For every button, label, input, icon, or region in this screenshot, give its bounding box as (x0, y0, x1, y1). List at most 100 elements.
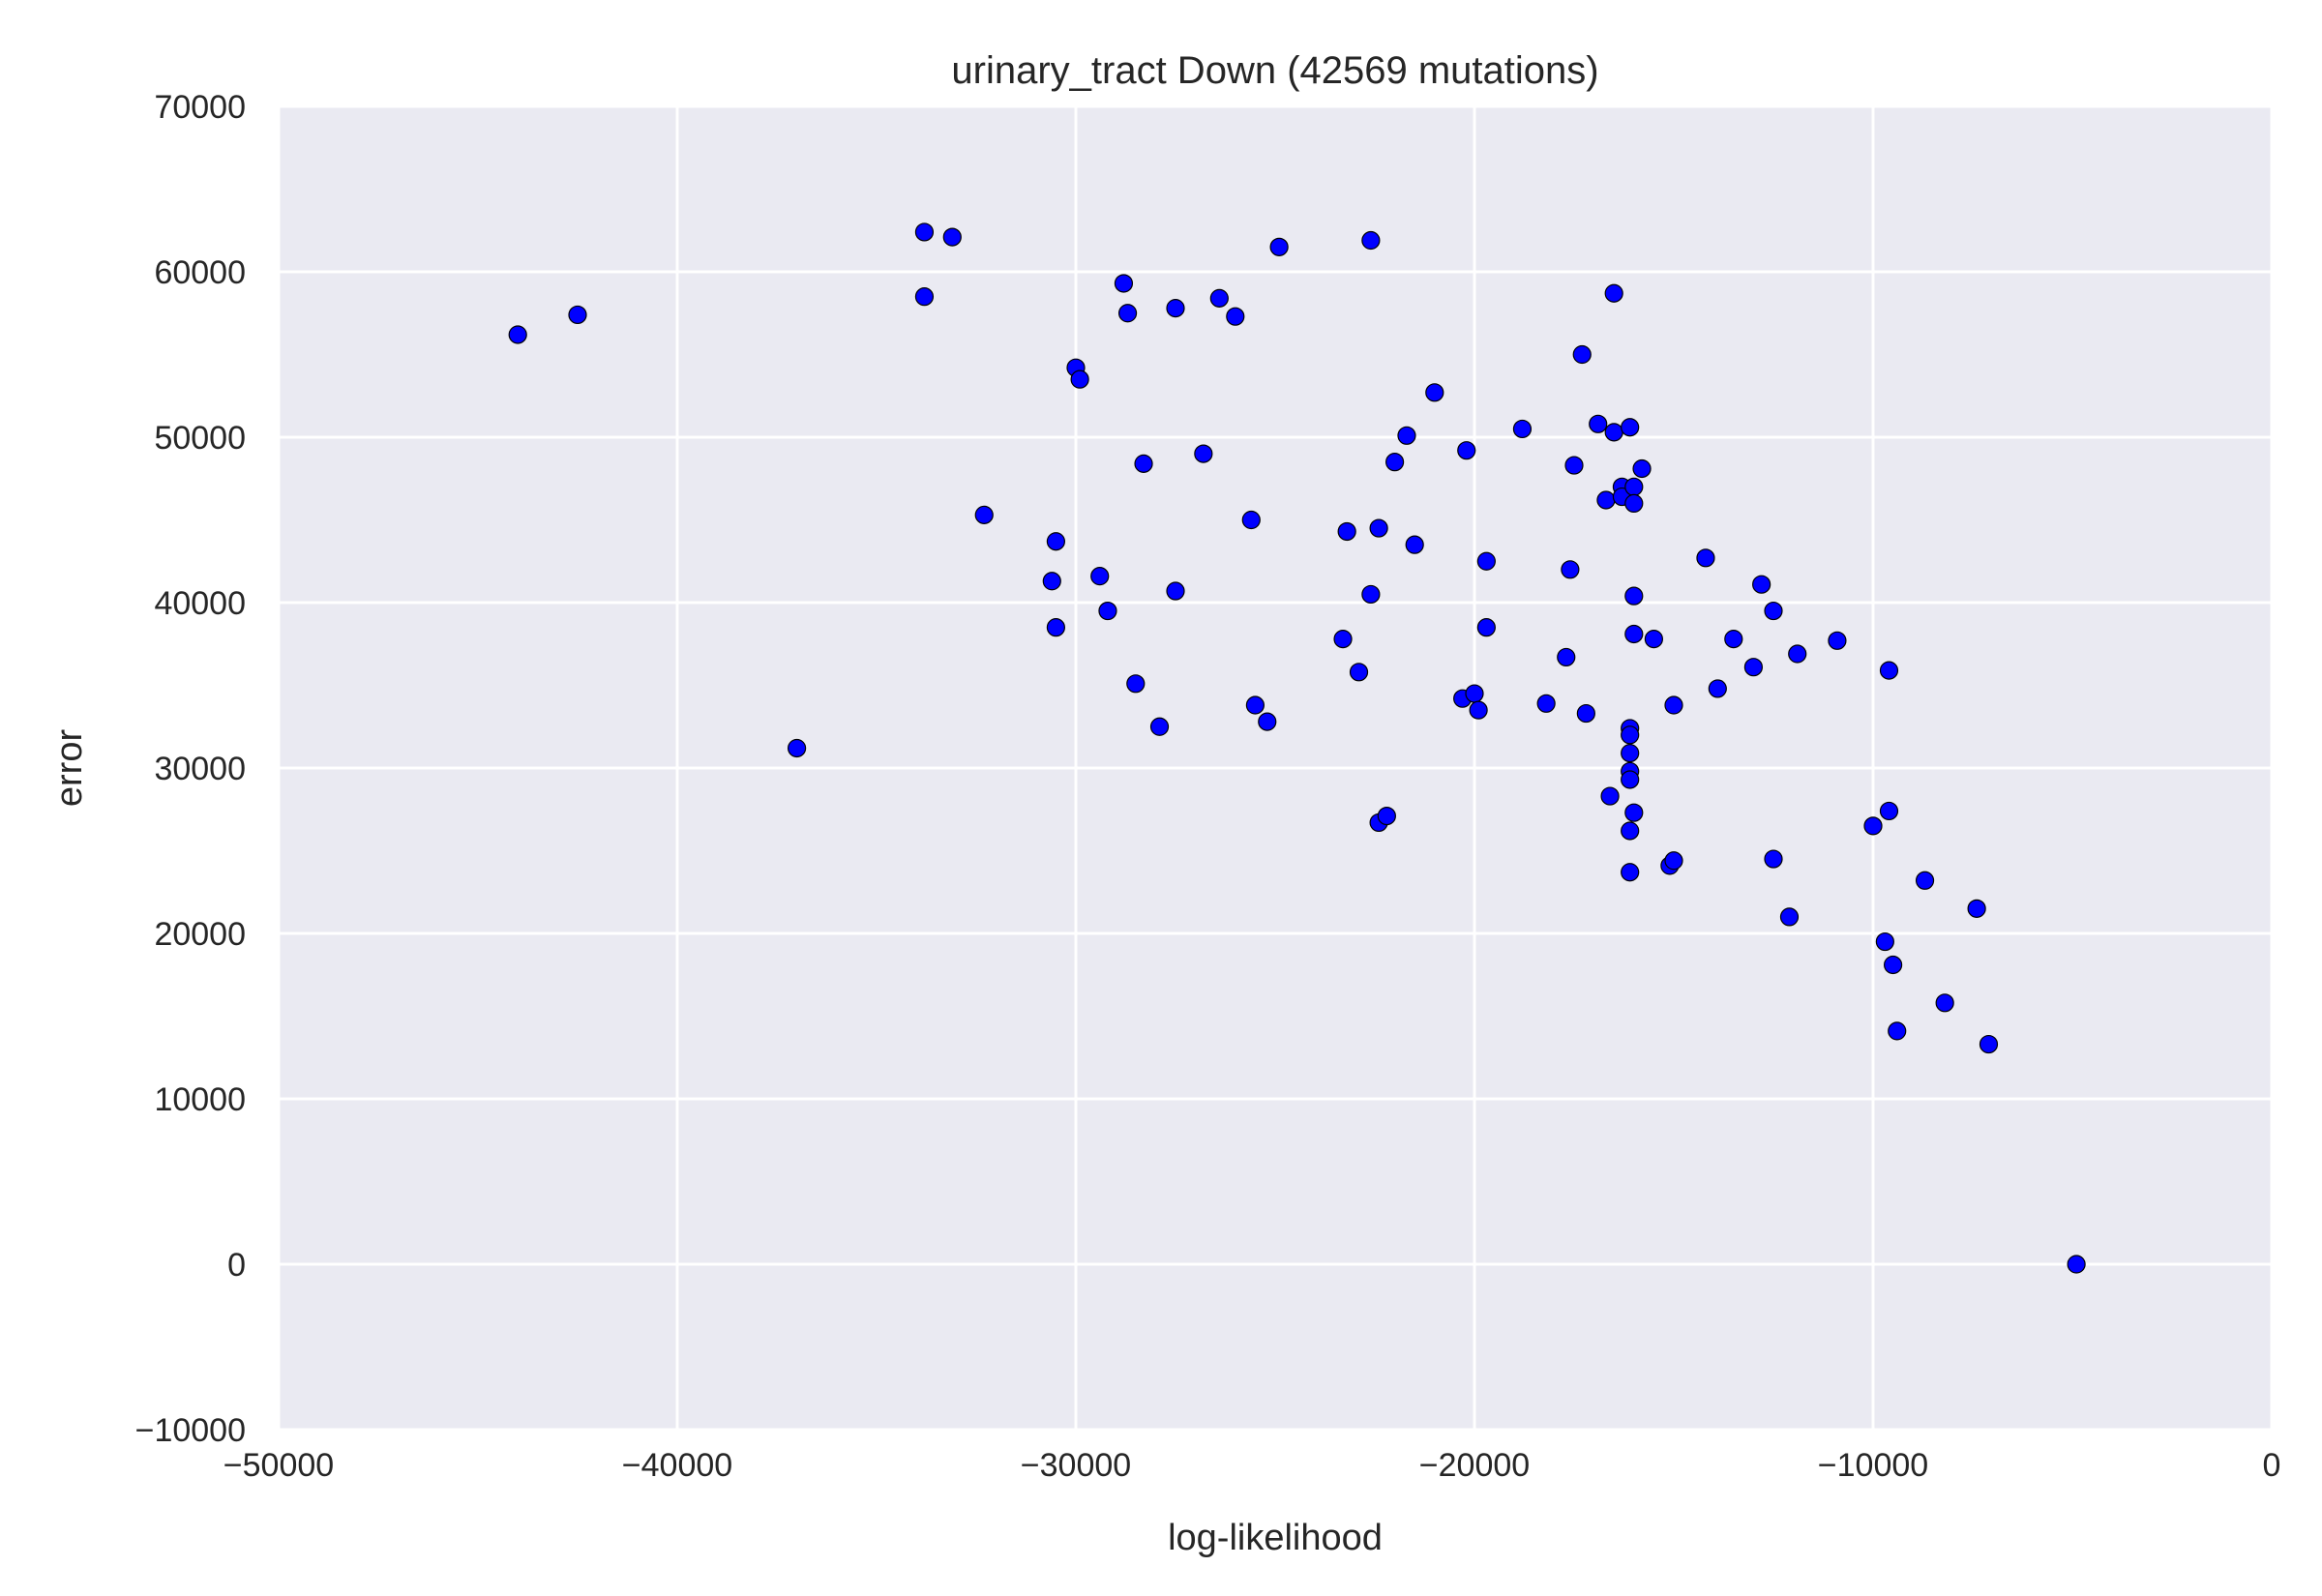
data-point (1621, 770, 1640, 789)
data-point (1405, 535, 1424, 554)
y-tick-label: 0 (227, 1247, 246, 1284)
data-point (1046, 618, 1066, 637)
data-point (1621, 821, 1640, 841)
data-point (1576, 703, 1595, 724)
data-point (1042, 572, 1061, 591)
data-point (1241, 510, 1261, 530)
data-point (1557, 647, 1576, 667)
data-point (1361, 230, 1381, 251)
data-point (1070, 369, 1089, 389)
x-axis-label: log-likelihood (1168, 1518, 1383, 1558)
data-point (1425, 383, 1444, 402)
data-point (1883, 955, 1903, 975)
data-point (1621, 725, 1640, 745)
data-point (1664, 851, 1683, 871)
data-point (1589, 414, 1608, 433)
data-point (1333, 630, 1353, 649)
y-tick-label: 10000 (154, 1081, 246, 1118)
data-point (1644, 630, 1664, 649)
data-point (1764, 849, 1783, 869)
data-point (914, 222, 935, 242)
data-point (1624, 624, 1644, 644)
data-point (942, 227, 962, 247)
data-point (1098, 601, 1117, 621)
data-point (1632, 458, 1652, 479)
data-point (1624, 477, 1644, 496)
y-tick-label: 70000 (154, 89, 246, 126)
data-point (1126, 674, 1146, 694)
data-point (1879, 801, 1899, 821)
y-tick-label: 20000 (154, 916, 246, 953)
data-point (1743, 658, 1764, 677)
data-point (1624, 586, 1644, 606)
data-point (568, 305, 587, 325)
data-point (1166, 581, 1185, 601)
data-point (1369, 518, 1388, 538)
data-point (914, 287, 935, 307)
data-point (1724, 630, 1743, 649)
data-point (1888, 1021, 1907, 1041)
data-point (1596, 490, 1616, 510)
data-point (1967, 899, 1986, 918)
data-point (1708, 679, 1727, 698)
data-point (1604, 283, 1623, 303)
data-point (974, 505, 994, 524)
data-point (1269, 237, 1289, 256)
data-point (1875, 931, 1894, 952)
data-point (1863, 816, 1883, 836)
data-point (1149, 717, 1170, 736)
data-point (1879, 661, 1899, 680)
data-point (1572, 344, 1592, 365)
data-point (1337, 521, 1356, 542)
data-point (787, 738, 807, 758)
data-point (1377, 806, 1396, 826)
data-point (1194, 444, 1213, 463)
x-tick-labels: −50000 −40000 −30000 −20000 −10000 0 (223, 1447, 2281, 1484)
data-point (1788, 644, 1807, 664)
data-point (1764, 601, 1783, 621)
data-point (1624, 803, 1644, 822)
data-point (1114, 274, 1134, 293)
data-point (1349, 663, 1369, 682)
y-tick-label: −10000 (135, 1412, 246, 1449)
data-point (1361, 584, 1381, 605)
y-tick-label: 50000 (154, 420, 246, 457)
data-point (508, 325, 527, 344)
data-point (1979, 1034, 1999, 1054)
x-tick-label: −20000 (1419, 1447, 1530, 1484)
data-point (1457, 441, 1476, 460)
data-point (1465, 684, 1484, 703)
data-point (1621, 863, 1640, 882)
x-tick-label: −40000 (622, 1447, 732, 1484)
data-point (1512, 419, 1533, 439)
data-point (1476, 618, 1496, 637)
data-point (1621, 744, 1640, 763)
y-tick-label: 40000 (154, 585, 246, 622)
data-point (1779, 907, 1800, 927)
y-tick-labels: −10000 0 10000 20000 30000 40000 50000 60000 700… (135, 89, 246, 1449)
data-point (1258, 712, 1277, 731)
y-tick-label: 30000 (154, 751, 246, 787)
data-point (1166, 299, 1185, 318)
data-point (1915, 871, 1935, 890)
grid-lines (277, 104, 2274, 1432)
x-tick-label: −10000 (1818, 1447, 1928, 1484)
data-point (1604, 423, 1623, 442)
data-point (1600, 786, 1620, 806)
data-point (1117, 304, 1138, 323)
data-point (1209, 288, 1229, 308)
data-point (2067, 1255, 2086, 1274)
data-point (1536, 694, 1556, 713)
y-axis-label: error (49, 729, 90, 808)
data-point (1090, 567, 1110, 586)
data-point (1245, 695, 1265, 715)
data-point (1664, 695, 1683, 715)
data-point (1696, 548, 1715, 568)
data-point (1384, 453, 1405, 472)
x-tick-label: 0 (2263, 1447, 2281, 1484)
data-point (1752, 575, 1771, 594)
data-point (1397, 426, 1416, 445)
data-point (1226, 307, 1245, 326)
data-point (1561, 560, 1580, 579)
